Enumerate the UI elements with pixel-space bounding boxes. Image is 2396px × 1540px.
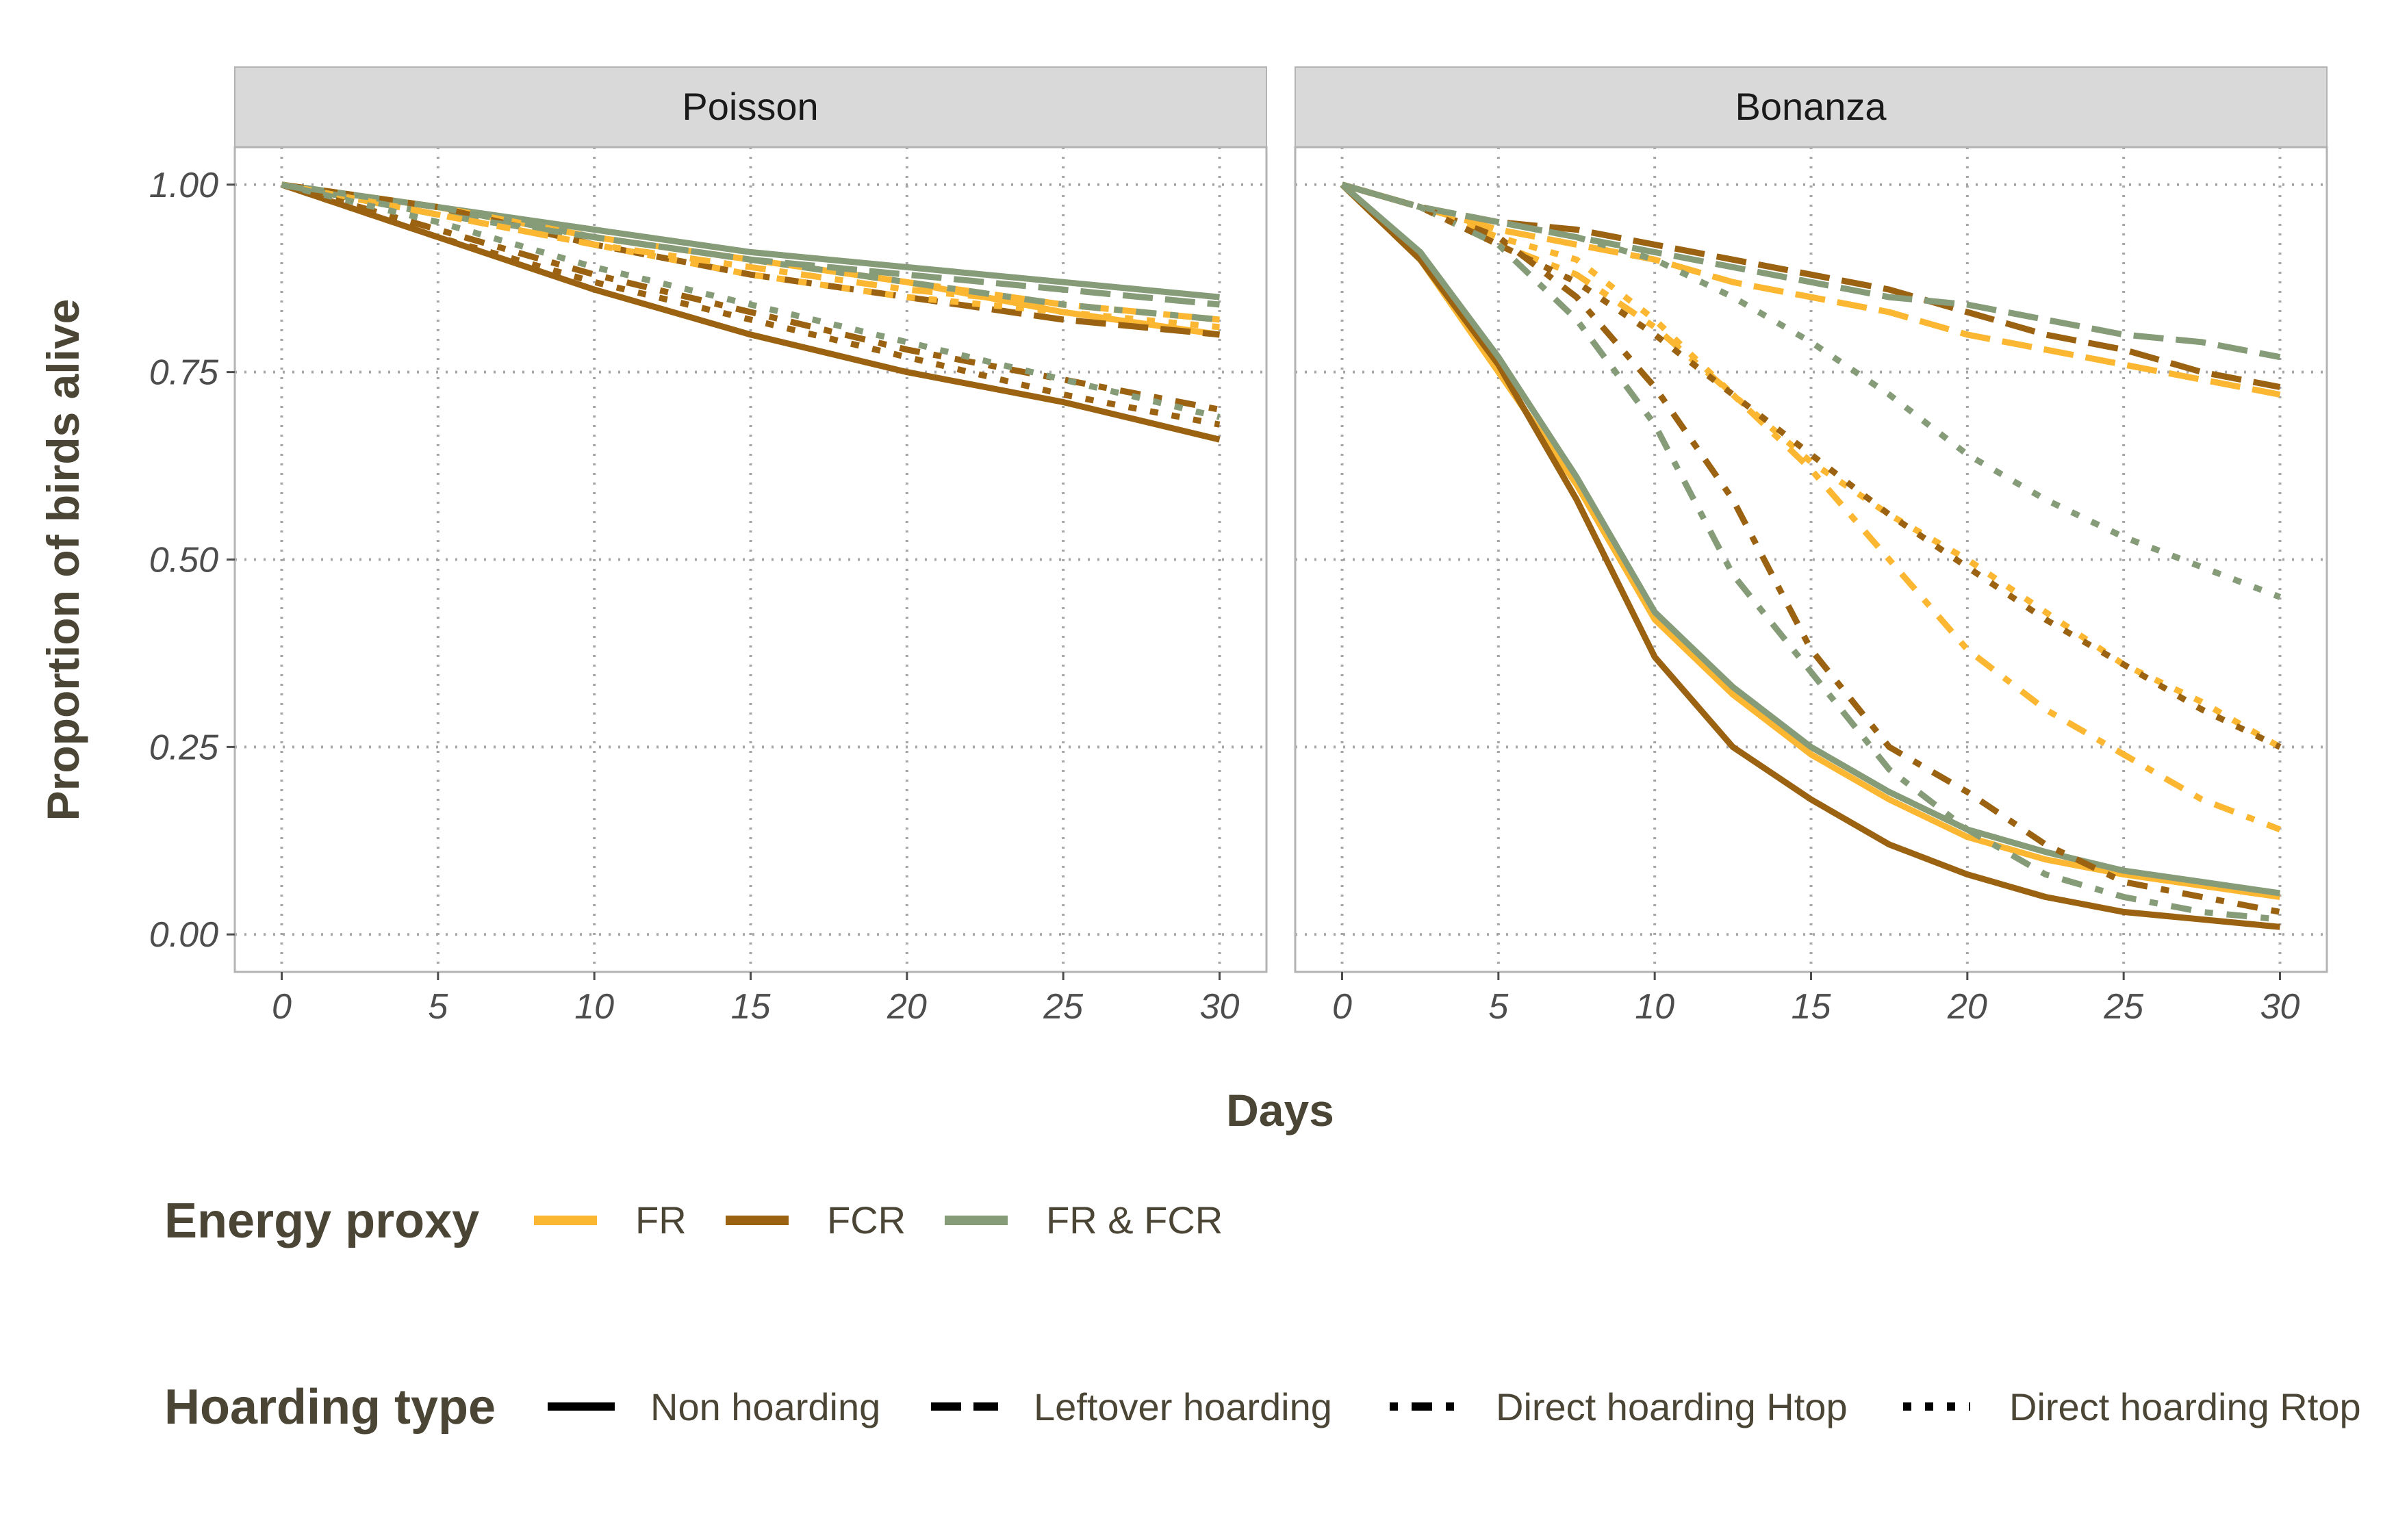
series-line-fcr-direct-hoarding-rtop [281,181,1221,428]
y-axis-ticks: 0.00 0.25 0.50 0.75 1.00 [149,166,235,955]
legend-item-non-hoarding: Non hoarding [548,1385,880,1428]
x-tick-label: 20 [887,987,927,1027]
x-tick-label: 0 [272,987,292,1027]
series-line-fr-non-hoarding [1340,182,2281,900]
legend-hoarding-type: Hoarding type Non hoarding Leftover hoard… [164,1380,2361,1435]
legend-energy-items: FR FCR FR & FCR [534,1198,1223,1242]
y-axis-title: Proportion of birds alive [38,299,88,821]
y-tick-label: 0.00 [149,915,218,955]
series-line-fr-and-fcr-non-hoarding [1340,182,2281,897]
panel-poisson: Poisson 0 5 10 15 20 25 30 [233,66,1268,1027]
legend-label-direct-hoarding-rtop: Direct hoarding Rtop [2009,1385,2361,1428]
x-tick-label: 30 [2260,987,2300,1027]
legend-label-fcr: FCR [827,1198,906,1242]
x-axis-title: Days [1226,1085,1334,1135]
series-line-fr-and-fcr-direct-hoarding-rtop [281,181,1221,420]
y-tick-label: 0.25 [149,728,219,767]
x-tick-label: 15 [1792,987,1832,1027]
legend-hoarding-title: Hoarding type [164,1380,496,1435]
panel-strip-bonanza [1295,66,2328,148]
panel-title-bonanza: Bonanza [1735,85,1887,128]
panel-title-poisson: Poisson [682,85,818,128]
x-tick-label: 10 [574,987,614,1027]
x-tick-label: 5 [428,987,448,1027]
x-tick-label: 20 [1947,987,1987,1027]
series-line-fr-leftover-hoarding [1341,181,2281,398]
series-line-fr-and-fcr-leftover-hoarding [1341,181,2281,361]
x-tick-label: 5 [1488,987,1509,1027]
series-line-fcr-non-hoarding [281,181,1221,443]
legend-label-non-hoarding: Non hoarding [650,1385,880,1428]
x-tick-label: 25 [2103,987,2144,1027]
legend-label-fr: FR [635,1198,687,1242]
series-line-fcr-direct-hoarding-rtop [1341,181,2282,750]
series-line-fcr-leftover-hoarding [1341,181,2281,390]
x-tick-label: 10 [1635,987,1674,1027]
legend-item-direct-hoarding-htop: Direct hoarding Htop [1390,1385,1848,1428]
legend-energy-proxy: Energy proxy FR FCR FR & FCR [164,1194,1223,1248]
x-axis-ticks-poisson: 0 5 10 15 20 25 30 [272,972,1239,1027]
legend-item-fr: FR [534,1198,687,1242]
y-tick-label: 0.50 [149,541,218,580]
x-tick-label: 30 [1200,987,1240,1027]
series-lines-bonanza [1340,181,2282,930]
legend-item-fr-and-fcr: FR & FCR [945,1198,1223,1242]
x-tick-label: 0 [1332,987,1352,1027]
legend-item-leftover-hoarding: Leftover hoarding [931,1385,1332,1428]
series-line-fcr-leftover-hoarding [281,181,1220,338]
legend-label-direct-hoarding-htop: Direct hoarding Htop [1496,1385,1848,1428]
legend-label-fr-and-fcr: FR & FCR [1046,1198,1223,1242]
series-line-fr-and-fcr-direct-hoarding-htop [1341,181,2280,923]
legend-label-leftover-hoarding: Leftover hoarding [1034,1385,1332,1428]
legend-energy-title: Energy proxy [164,1194,479,1248]
legend-item-direct-hoarding-rtop: Direct hoarding Rtop [1903,1385,2361,1428]
series-line-fr-and-fcr-non-hoarding [281,181,1220,300]
x-tick-label: 15 [731,987,772,1027]
series-line-fcr-non-hoarding [1340,182,2280,930]
panel-strip-poisson [234,66,1267,148]
series-line-fr-direct-hoarding-rtop [281,181,1220,331]
x-axis-ticks-bonanza: 0 5 10 15 20 25 30 [1332,972,2299,1027]
panel-bonanza: Bonanza 0 5 10 15 20 25 30 [1294,66,2328,1027]
series-line-fr-direct-hoarding-htop [1341,181,2282,833]
y-tick-label: 0.75 [149,353,219,393]
series-line-fcr-direct-hoarding-htop [281,181,1221,413]
legend-item-fcr: FCR [726,1198,906,1242]
series-line-fr-and-fcr-direct-hoarding-rtop [1341,181,2282,600]
x-tick-label: 25 [1043,987,1084,1027]
series-line-fr-and-fcr-direct-hoarding-htop [281,181,1220,323]
y-tick-label: 1.00 [149,166,218,205]
legend-hoarding-items: Non hoarding Leftover hoarding Direct hoar… [548,1385,2361,1428]
grid-bonanza [1295,147,2327,972]
series-lines-poisson [281,181,1221,443]
grid-poisson [235,147,1266,972]
